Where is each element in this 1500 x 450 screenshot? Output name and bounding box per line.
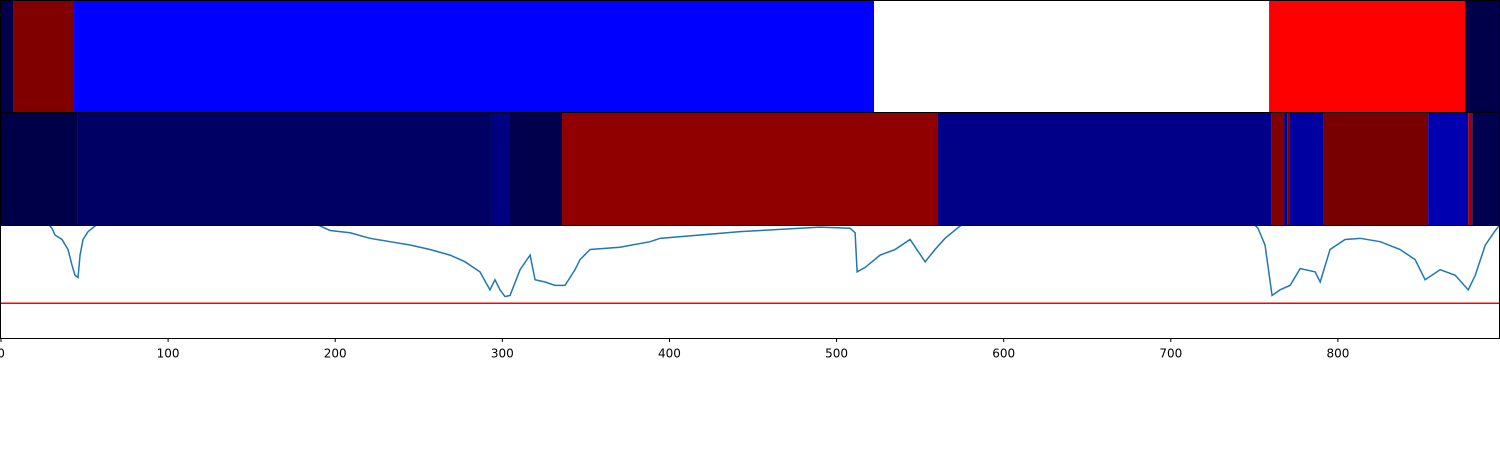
x-tick-label: 600: [992, 347, 1015, 361]
segment: [937, 113, 1272, 225]
segment: [509, 113, 562, 225]
segment: [1289, 113, 1324, 225]
segment: [1271, 113, 1285, 225]
segment: [1323, 113, 1429, 225]
x-tick-label: 0: [0, 347, 5, 361]
segment: [74, 1, 874, 112]
segment: [561, 113, 938, 225]
x-tick-label: 100: [157, 347, 180, 361]
segment: [1287, 113, 1290, 225]
x-tick-label: 700: [1159, 347, 1182, 361]
segment: [1284, 113, 1288, 225]
x-tick-label: 400: [658, 347, 681, 361]
segment: [1, 113, 78, 225]
segment: [1465, 1, 1499, 112]
segment: [1428, 113, 1469, 225]
x-tick-label: 200: [324, 347, 347, 361]
x-tick-label: 800: [1326, 347, 1349, 361]
segment: [1, 1, 14, 112]
segment: [13, 1, 75, 112]
segment: [77, 113, 491, 225]
data-line: [48, 226, 1499, 298]
x-tick-label: 500: [825, 347, 848, 361]
segment: [1472, 113, 1499, 225]
segment: [873, 1, 1270, 112]
x-tick-label: 300: [491, 347, 514, 361]
segment: [490, 113, 510, 225]
segment: [1269, 1, 1466, 112]
plot-area: [1, 226, 1499, 305]
panel-frame: [0, 225, 1500, 339]
segment: [1468, 113, 1473, 225]
